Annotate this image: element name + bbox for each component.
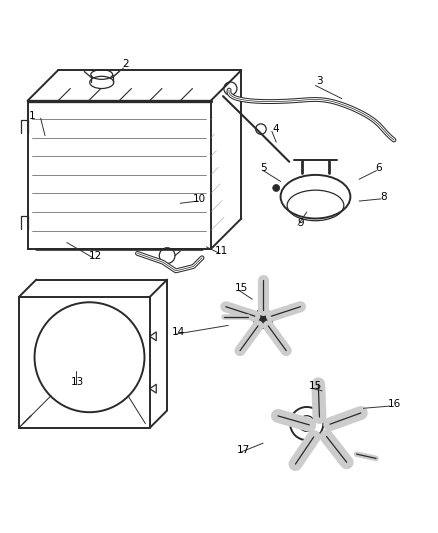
Text: 10: 10 (193, 194, 206, 204)
Text: 14: 14 (171, 327, 184, 337)
Text: 15: 15 (234, 284, 247, 293)
Text: 5: 5 (259, 163, 266, 173)
Text: 15: 15 (308, 382, 321, 391)
Text: 12: 12 (88, 251, 102, 261)
Circle shape (272, 184, 279, 191)
Circle shape (253, 309, 272, 328)
Text: 8: 8 (379, 192, 385, 201)
Text: 11: 11 (215, 246, 228, 256)
Text: 1: 1 (28, 111, 35, 121)
Text: 3: 3 (316, 76, 322, 86)
Circle shape (258, 314, 267, 323)
Text: 6: 6 (374, 163, 381, 173)
Text: 16: 16 (386, 399, 400, 409)
Text: 17: 17 (237, 445, 250, 455)
Text: 9: 9 (296, 218, 303, 228)
Text: 13: 13 (71, 377, 84, 387)
Circle shape (304, 421, 309, 426)
Text: 4: 4 (272, 124, 279, 134)
Text: 2: 2 (122, 59, 129, 69)
